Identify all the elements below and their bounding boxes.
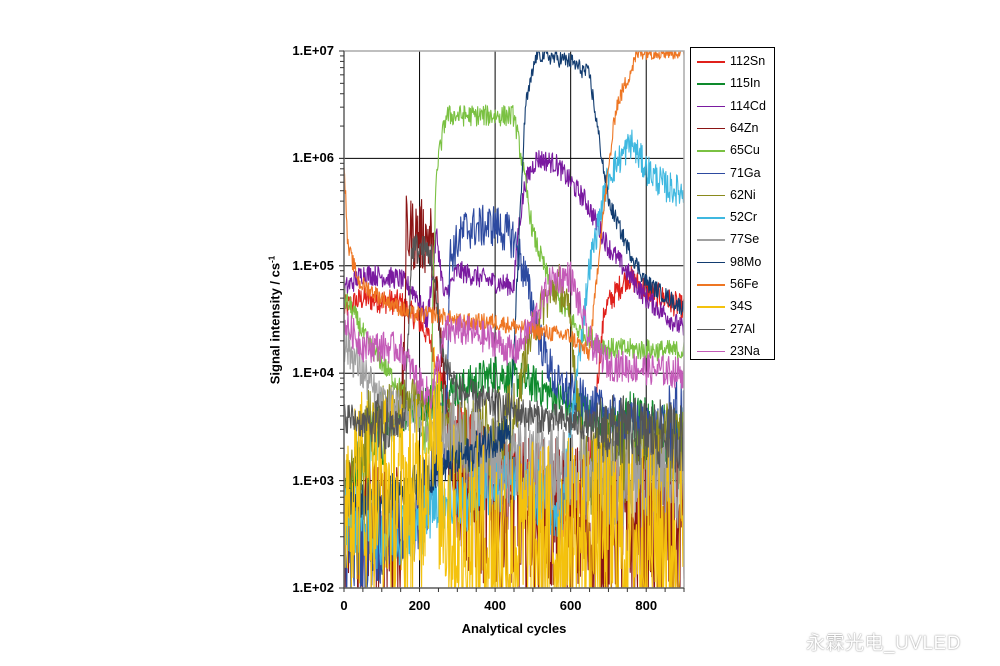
legend-swatch-icon <box>697 328 725 331</box>
legend-swatch-icon <box>697 61 725 63</box>
legend-label: 98Mo <box>730 254 762 269</box>
legend-label: 56Fe <box>730 277 759 291</box>
legend-swatch-icon <box>697 150 725 152</box>
legend-label: 115In <box>730 76 761 91</box>
legend-label: 34S <box>730 299 753 314</box>
legend-item-115in: 115In <box>691 73 774 95</box>
x-tick-label: 800 <box>635 598 658 613</box>
y-tick-label: 1.E+06 <box>292 150 334 166</box>
x-axis-label: Analytical cycles <box>461 621 567 636</box>
legend-item-65cu: 65Cu <box>691 140 774 162</box>
legend-label: 52Cr <box>730 210 758 225</box>
y-axis-label-text: Signal intensity / cs <box>267 262 283 385</box>
x-tick-label: 600 <box>559 598 582 613</box>
legend-swatch-icon <box>697 306 725 308</box>
series-line-114cd <box>343 150 685 336</box>
legend-label: 65Cu <box>730 143 760 158</box>
legend-label: 27Al <box>730 321 756 336</box>
legend-item-56fe: 56Fe <box>691 274 774 296</box>
legend-swatch-icon <box>697 83 725 85</box>
x-tick-label: 0 <box>340 598 348 613</box>
legend-item-64zn: 64Zn <box>691 118 774 140</box>
legend-swatch-icon <box>697 284 725 286</box>
legend-item-114cd: 114Cd <box>691 96 774 118</box>
legend-label: 64Zn <box>730 120 759 135</box>
series-line-77se <box>343 327 685 529</box>
legend-swatch-icon <box>697 261 725 264</box>
y-tick-label: 1.E+05 <box>292 257 334 273</box>
legend-label: 62Ni <box>730 187 756 202</box>
legend-label: 114Cd <box>730 98 766 113</box>
plot-frame <box>339 50 685 592</box>
y-tick-label: 1.E+03 <box>292 472 334 488</box>
legend-item-23na: 23Na <box>691 341 774 363</box>
x-tick-label: 400 <box>484 598 506 613</box>
y-tick-label: 1.E+07 <box>292 43 334 58</box>
legend-swatch-icon <box>697 127 725 130</box>
legend-item-77se: 77Se <box>691 229 774 251</box>
series-line-56fe <box>343 50 685 361</box>
series-line-23na <box>343 261 685 409</box>
y-axis-label-superscript: -1 <box>267 255 277 263</box>
legend-label: 23Na <box>730 343 760 358</box>
y-axis-label: Signal intensity / cs-1 <box>267 256 282 385</box>
legend-item-62ni: 62Ni <box>691 185 774 207</box>
legend-swatch-icon <box>697 105 725 108</box>
legend: 112Sn 115In 114Cd 64Zn 65Cu 71Ga 62Ni 52Cr 77Se 9… <box>690 47 775 360</box>
legend-swatch-icon <box>697 350 725 353</box>
legend-item-112sn: 112Sn <box>691 51 774 73</box>
watermark: 永霖光电_UVLED <box>806 633 961 654</box>
legend-item-52cr: 52Cr <box>691 207 774 229</box>
legend-swatch-icon <box>697 217 725 219</box>
legend-label: 112Sn <box>730 54 766 68</box>
legend-item-71ga: 71Ga <box>691 163 774 185</box>
y-tick-label: 1.E+04 <box>292 365 334 381</box>
legend-swatch-icon <box>697 194 725 197</box>
legend-label: 71Ga <box>730 165 761 180</box>
legend-swatch-icon <box>697 172 725 174</box>
legend-label: 77Se <box>730 232 760 247</box>
legend-item-98mo: 98Mo <box>691 252 774 274</box>
legend-swatch-icon <box>697 239 725 241</box>
series-lines <box>343 50 685 589</box>
legend-item-27al: 27Al <box>691 319 774 341</box>
legend-item-34s: 34S <box>691 296 774 318</box>
x-tick-label: 200 <box>408 598 431 613</box>
series-line-27al <box>343 234 685 473</box>
y-tick-label: 1.E+02 <box>292 580 334 595</box>
